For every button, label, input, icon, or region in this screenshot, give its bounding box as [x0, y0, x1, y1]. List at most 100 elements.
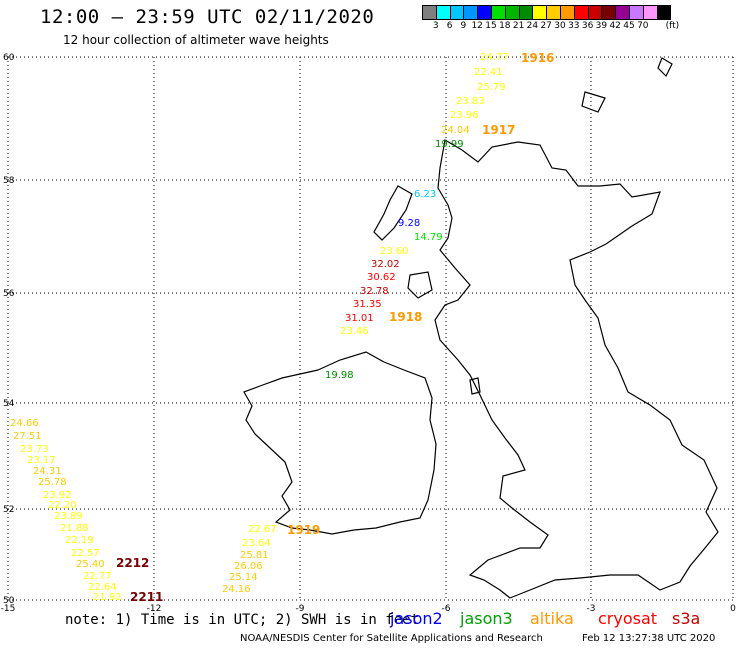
orkney-outline — [581, 91, 606, 113]
latitude-tick-label: 60 — [3, 53, 15, 63]
wave-height-value: 9.28 — [398, 218, 420, 229]
wave-height-value: 32.02 — [371, 259, 400, 270]
latitude-tick-label: 56 — [3, 289, 15, 299]
chart-title: 12:00 – 23:59 UTC 02/11/2020 — [40, 6, 375, 28]
wave-height-value: 23.89 — [54, 511, 83, 522]
wave-height-value: 31.35 — [353, 299, 382, 310]
pass-number-label: 2211 — [130, 590, 163, 604]
latitude-tick-label: 58 — [3, 176, 15, 186]
wave-height-value: 23.64 — [242, 538, 271, 549]
isle-of-man-outline — [469, 377, 481, 395]
wave-height-value: 24.31 — [33, 466, 62, 477]
wave-height-value: 6.23 — [414, 189, 436, 200]
latitude-tick-label: 52 — [3, 505, 14, 515]
wave-height-value: 24.66 — [10, 418, 39, 429]
pass-number-label: 2212 — [116, 556, 149, 570]
wave-height-value: 24.16 — [222, 584, 251, 595]
wave-height-value: 25.81 — [240, 550, 269, 561]
ireland-coastline — [243, 351, 437, 535]
wave-height-value: 25.78 — [38, 477, 67, 488]
legend-value: 6 — [446, 21, 453, 31]
wave-height-labels: 24.77 22.41 25.79 23.83 23.96 24.04 19.99 6.23 9… — [10, 51, 554, 604]
wave-height-value: 22.19 — [65, 535, 94, 546]
legend-value: 9 — [460, 21, 467, 31]
legend-unit: (ft) — [665, 21, 680, 31]
legend-value: 30 — [554, 21, 566, 31]
longitude-tick-label: -9 — [296, 604, 305, 614]
wave-height-value: 22.41 — [474, 67, 503, 78]
wave-height-value: 27.51 — [13, 431, 42, 442]
units-note: note: 1) Time is in UTC; 2) SWH is in fe… — [65, 612, 420, 628]
legend-value: 12 — [471, 21, 483, 31]
legend-value: 70 — [637, 21, 649, 31]
wave-height-value: 23.96 — [450, 110, 479, 121]
wave-height-value: 26.06 — [234, 561, 263, 572]
great-britain-coastline — [434, 139, 719, 599]
wave-height-value: 19.98 — [325, 370, 354, 381]
wave-height-value: 25.40 — [76, 559, 105, 570]
longitude-tick-label: -6 — [442, 604, 451, 614]
satellite-name: cryosat — [598, 609, 658, 628]
color-legend: 3 6 9 12 15 18 21 24 27 30 33 36 39 42 45 70 (ft) — [422, 5, 679, 32]
graticule — [7, 56, 734, 601]
latitude-tick-label: 50 — [3, 596, 15, 606]
legend-value: 3 — [432, 21, 439, 31]
legend-swatch — [656, 5, 672, 20]
wave-height-value: 21.92 — [93, 592, 122, 603]
chart-subtitle: 12 hour collection of altimeter wave hei… — [63, 33, 329, 47]
legend-label-row: 3 6 9 12 15 18 21 24 27 30 33 36 39 42 45 70 (ft) — [422, 20, 679, 32]
wave-height-value: 30.62 — [367, 272, 396, 283]
wave-height-value: 22.57 — [71, 548, 100, 559]
legend-value: 18 — [499, 21, 511, 31]
legend-value: 33 — [568, 21, 580, 31]
islay-outline — [407, 271, 433, 299]
wave-height-value: 25.79 — [477, 82, 506, 93]
wave-height-value: 23.83 — [456, 96, 485, 107]
legend-value: 36 — [581, 21, 594, 31]
wave-height-value: 23.46 — [340, 326, 369, 337]
satellite-name: jason3 — [460, 609, 513, 628]
hebrides-outline — [373, 185, 413, 241]
legend-value: 15 — [485, 21, 497, 31]
wave-height-value: 14.79 — [414, 232, 443, 243]
wave-height-value: 31.01 — [345, 313, 374, 324]
longitude-tick-label: -12 — [147, 604, 162, 614]
satellite-name: s3a — [672, 609, 701, 628]
legend-value: 27 — [540, 21, 552, 31]
wave-height-value: 22.77 — [83, 571, 112, 582]
wave-height-value: 23.17 — [27, 455, 56, 466]
wave-height-value: 19.99 — [435, 139, 464, 150]
pass-number-label: 1917 — [482, 123, 515, 137]
longitude-tick-label: 0 — [730, 604, 736, 614]
wave-height-value: 24.04 — [441, 125, 470, 136]
pass-number-label: 1916 — [521, 51, 554, 65]
longitude-tick-label: -15 — [1, 604, 16, 614]
satellite-name: altika — [530, 609, 574, 628]
legend-color-scale — [422, 5, 672, 20]
wave-height-value: 32.78 — [360, 286, 389, 297]
wave-height-value: 22.67 — [248, 524, 277, 535]
latitude-tick-label: 54 — [3, 399, 15, 409]
credit-line: NOAA/NESDIS Center for Satellite Applica… — [240, 633, 543, 644]
wave-height-value: 22.20 — [48, 500, 77, 511]
wave-height-value: 23.73 — [20, 444, 49, 455]
legend-value: 45 — [623, 21, 635, 31]
axis-tick-labels: 60 58 56 54 52 50-15 -12 -9 -6 -3 0 — [1, 53, 736, 614]
wave-height-value: 25.14 — [229, 572, 258, 583]
land-outlines — [243, 57, 719, 599]
legend-value: 39 — [595, 21, 608, 31]
timestamp: Feb 12 13:27:38 UTC 2020 — [582, 633, 716, 644]
wave-height-value: 21.88 — [60, 523, 89, 534]
pass-number-label: 1919 — [287, 523, 320, 537]
wave-height-value: 22.64 — [88, 582, 117, 593]
pass-number-label: 1918 — [389, 310, 422, 324]
legend-value: 21 — [512, 21, 525, 31]
satellite-name: jason2 — [390, 609, 443, 628]
wave-height-value: 23.92 — [43, 490, 72, 501]
longitude-tick-label: -3 — [587, 604, 596, 614]
wave-height-value: 24.77 — [480, 52, 509, 63]
legend-value: 24 — [526, 21, 539, 31]
shetland-outline — [657, 57, 673, 78]
wave-height-value: 23.60 — [380, 246, 409, 257]
